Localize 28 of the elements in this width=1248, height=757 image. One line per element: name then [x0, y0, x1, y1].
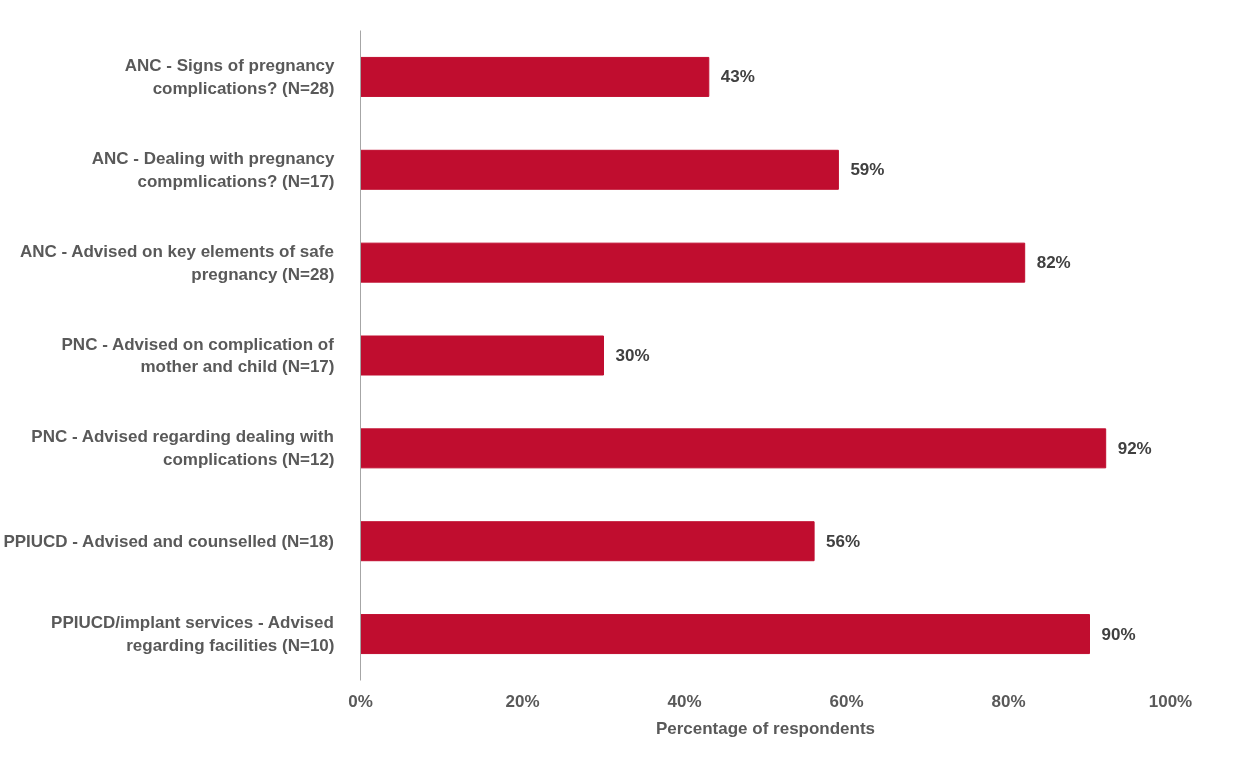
data-label: 90%	[1101, 624, 1136, 644]
data-label: 43%	[720, 67, 755, 87]
data-label: 82%	[1036, 253, 1071, 273]
y-tick-label: ANC - Dealing with pregnancy compmlications? (N=17)	[91, 148, 336, 191]
bar	[360, 428, 1107, 469]
data-label: 92%	[1117, 438, 1152, 458]
bar	[360, 521, 815, 562]
y-tick-label: PNC - Advised on complication of mother and child (N=17)	[61, 334, 335, 377]
y-tick-label: ANC - Signs of pregnancy complications? (N=28)	[124, 56, 336, 98]
x-tick-label: 40%	[667, 691, 702, 711]
bar	[360, 614, 1090, 655]
x-axis-title: Percentage of respondents	[655, 718, 876, 738]
data-label: 59%	[850, 160, 885, 180]
y-tick-label: PPIUCD - Advised and counselled (N=18)	[3, 531, 334, 551]
bar	[360, 335, 604, 376]
bar	[360, 242, 1026, 283]
bar	[360, 149, 839, 190]
y-tick-label: PNC - Advised regarding dealing with complications (N=12)	[31, 427, 335, 470]
x-tick-label: 20%	[505, 691, 540, 711]
y-tick-label: PPIUCD/implant services - Advised regarding facilities (N=10)	[51, 613, 335, 655]
x-tick-label: 60%	[829, 691, 864, 711]
data-label: 56%	[826, 531, 861, 551]
data-label: 30%	[615, 346, 650, 365]
x-tick-label: 0%	[348, 691, 373, 711]
x-tick-label: 80%	[991, 691, 1026, 711]
y-tick-label: ANC - Advised on key elements of safe pregnancy (N=28)	[19, 241, 335, 284]
x-tick-label: 100%	[1148, 691, 1193, 711]
bar	[360, 56, 710, 97]
